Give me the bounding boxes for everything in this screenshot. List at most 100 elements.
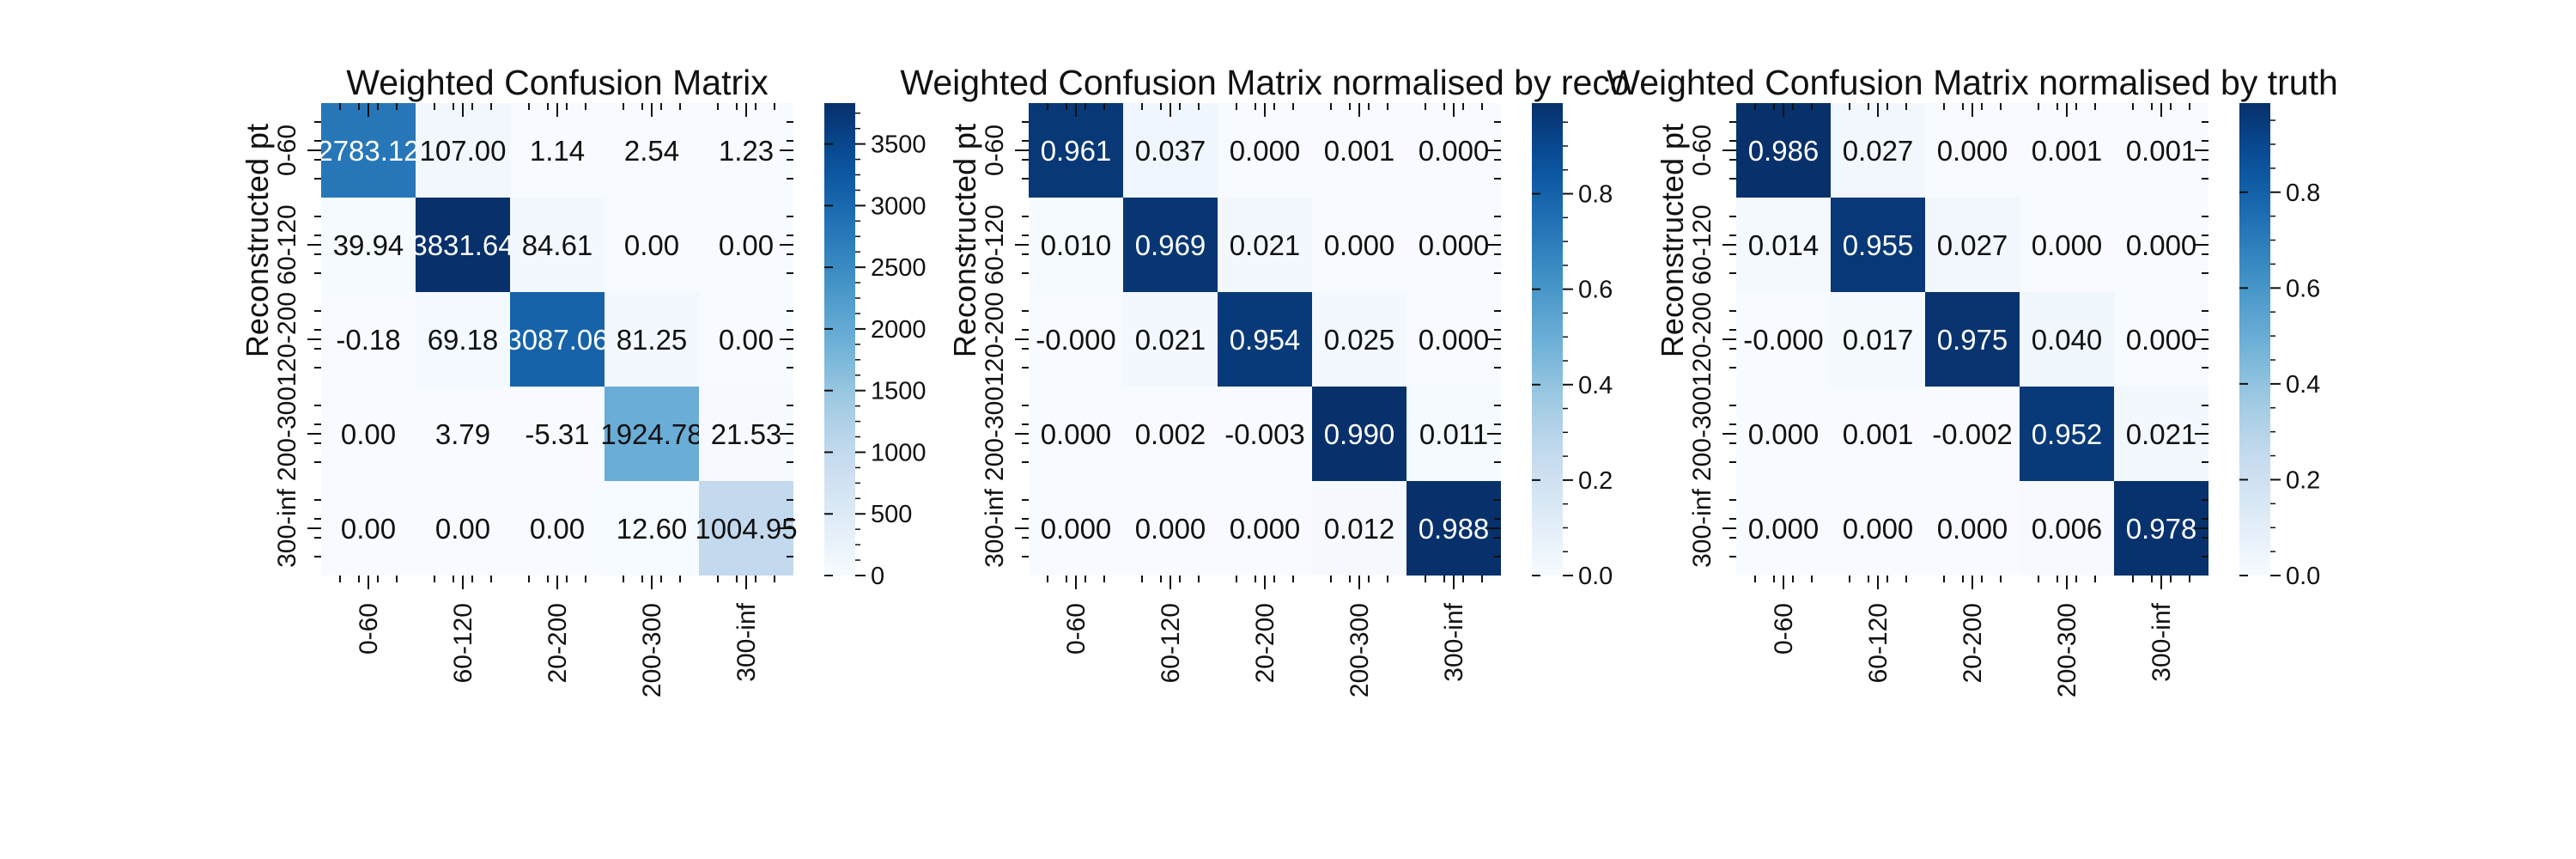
colorbar-axis: 0 500 1000 1500 2000 2500 3000 3500 [824, 112, 927, 590]
heatmap-cell [416, 387, 510, 481]
y-tick-label: 120-200 [1688, 292, 1716, 387]
cell-value-label: 39.94 [333, 229, 404, 261]
cell-value-label: 21.53 [711, 418, 782, 450]
heatmap-cell [1218, 103, 1312, 198]
cell-value-label: 0.014 [1748, 229, 1820, 261]
cell-value-label: 0.000 [1135, 513, 1206, 545]
x-tick-label: 60-120 [449, 603, 477, 683]
heatmap-panel-1: 2783.12 107.00 1.14 2.54 1.23 39.94 3831.64 84.… [240, 63, 927, 698]
cell-value-label: 0.000 [1748, 513, 1820, 545]
heatmap-cell [1406, 292, 1501, 387]
heatmap-cell [1123, 292, 1218, 387]
colorbar-tick-label: 0.0 [2286, 563, 2320, 590]
y-tick-label: 0-60 [273, 125, 301, 176]
axis-ticks [1722, 103, 2208, 589]
colorbar-tick-label: 3500 [871, 131, 927, 159]
heatmap-cell [2114, 481, 2208, 576]
heatmap-cell [1218, 481, 1312, 576]
cell-value-label: 0.000 [1324, 229, 1395, 261]
colorbar-tick-label: 0.6 [1578, 277, 1613, 304]
cell-value-label: 0.990 [1324, 418, 1395, 450]
colorbar-tick-label: 1000 [871, 439, 927, 466]
heatmap-cell [1831, 481, 1925, 576]
heatmap-cell [605, 103, 699, 198]
x-tick-label: 60-120 [1864, 603, 1893, 683]
heatmap-cell [1218, 198, 1312, 292]
colorbar-tick-label: 0.8 [2286, 180, 2320, 207]
heatmap-cell [1218, 387, 1312, 481]
cell-value-label: 0.000 [1230, 513, 1301, 545]
heatmap-cell [2020, 481, 2114, 576]
heatmap-cell [1736, 198, 1831, 292]
heatmap-cell [1925, 292, 2020, 387]
cell-value-label: -0.000 [1036, 324, 1116, 356]
colorbar-axis: 0.0 0.2 0.4 0.6 0.8 [1532, 121, 1613, 590]
colorbar-tick-label: 0 [871, 563, 884, 590]
y-axis-label: Reconstructed pt [1655, 124, 1690, 357]
colorbar-tick-label: 3000 [871, 192, 927, 220]
cell-value-label: 0.001 [1843, 418, 1914, 450]
cell-value-label: 0.000 [1937, 513, 2008, 545]
cell-value-label: 1924.78 [600, 418, 702, 450]
cell-value-label: 0.00 [435, 513, 490, 545]
heatmap-cell [1406, 103, 1501, 198]
cell-value-label: 0.000 [1937, 135, 2008, 167]
heatmap-cell [1312, 387, 1406, 481]
heatmap-cell [2114, 103, 2208, 198]
heatmap-cell [1312, 481, 1406, 576]
cell-value-label: 0.969 [1135, 229, 1206, 261]
colorbar-axis: 0.0 0.2 0.4 0.6 0.8 [2239, 119, 2320, 590]
y-tick-label: 0-60 [981, 125, 1009, 176]
heatmap-cell [321, 103, 416, 198]
colorbar [1532, 103, 1563, 576]
cell-value-label: 0.000 [1748, 418, 1820, 450]
heatmap-cell [510, 103, 605, 198]
cell-value-label: 0.027 [1843, 135, 1914, 167]
heatmap-cell [321, 387, 416, 481]
x-tick-label: 300-inf [1440, 602, 1468, 681]
cell-value-label: 0.000 [1419, 324, 1490, 356]
x-tick-label: 60-120 [1157, 603, 1185, 683]
heatmap-cell [2114, 198, 2208, 292]
heatmap-cell [510, 292, 605, 387]
heatmap-cell [605, 198, 699, 292]
heatmap-cell [1312, 103, 1406, 198]
cell-value-label: 0.000 [1419, 135, 1490, 167]
colorbar-tick-label: 0.0 [1578, 563, 1613, 590]
cell-value-label: 0.961 [1041, 135, 1112, 167]
heatmap-cell [1029, 292, 1123, 387]
heatmap-cell [1925, 103, 2020, 198]
cell-value-label: 0.988 [1419, 513, 1490, 545]
cell-value-label: -0.003 [1224, 418, 1305, 450]
axis-ticks [307, 103, 793, 589]
cell-value-label: 0.986 [1748, 135, 1820, 167]
cell-value-label: 3.79 [435, 418, 490, 450]
cell-value-label: 0.012 [1324, 513, 1395, 545]
cell-value-label: 0.000 [1230, 135, 1301, 167]
cell-value-label: 0.017 [1843, 324, 1914, 356]
cell-value-label: 81.25 [617, 324, 688, 356]
colorbar [824, 103, 855, 576]
cell-value-label: 0.952 [2032, 418, 2103, 450]
cell-value-label: 0.00 [341, 418, 396, 450]
heatmap-cell [1029, 198, 1123, 292]
heatmap-panel-3: 0.986 0.027 0.000 0.001 0.001 0.014 0.955 0.027… [1607, 63, 2338, 698]
colorbar-tick-label: 2000 [871, 316, 927, 344]
cell-value-label: 0.978 [2126, 513, 2197, 545]
colorbar-tick-label: 2500 [871, 254, 927, 282]
heatmap-cell [1406, 387, 1501, 481]
cell-value-label: 0.021 [2126, 418, 2197, 450]
heatmap-cell [2020, 103, 2114, 198]
cell-value-label: 0.001 [2032, 135, 2103, 167]
cell-value-label: 0.00 [624, 229, 679, 261]
heatmap-cell [510, 198, 605, 292]
chart-title: Weighted Confusion Matrix normalised by … [1607, 63, 2338, 102]
heatmap-cell [1925, 481, 2020, 576]
cell-value-label: 0.000 [1843, 513, 1914, 545]
cell-value-label: 0.006 [2032, 513, 2103, 545]
heatmap-cell [1123, 198, 1218, 292]
heatmap-cell [605, 387, 699, 481]
y-tick-label: 300-inf [1688, 488, 1716, 567]
cell-value-label: 0.00 [341, 513, 396, 545]
y-axis-label: Reconstructed pt [240, 124, 275, 357]
